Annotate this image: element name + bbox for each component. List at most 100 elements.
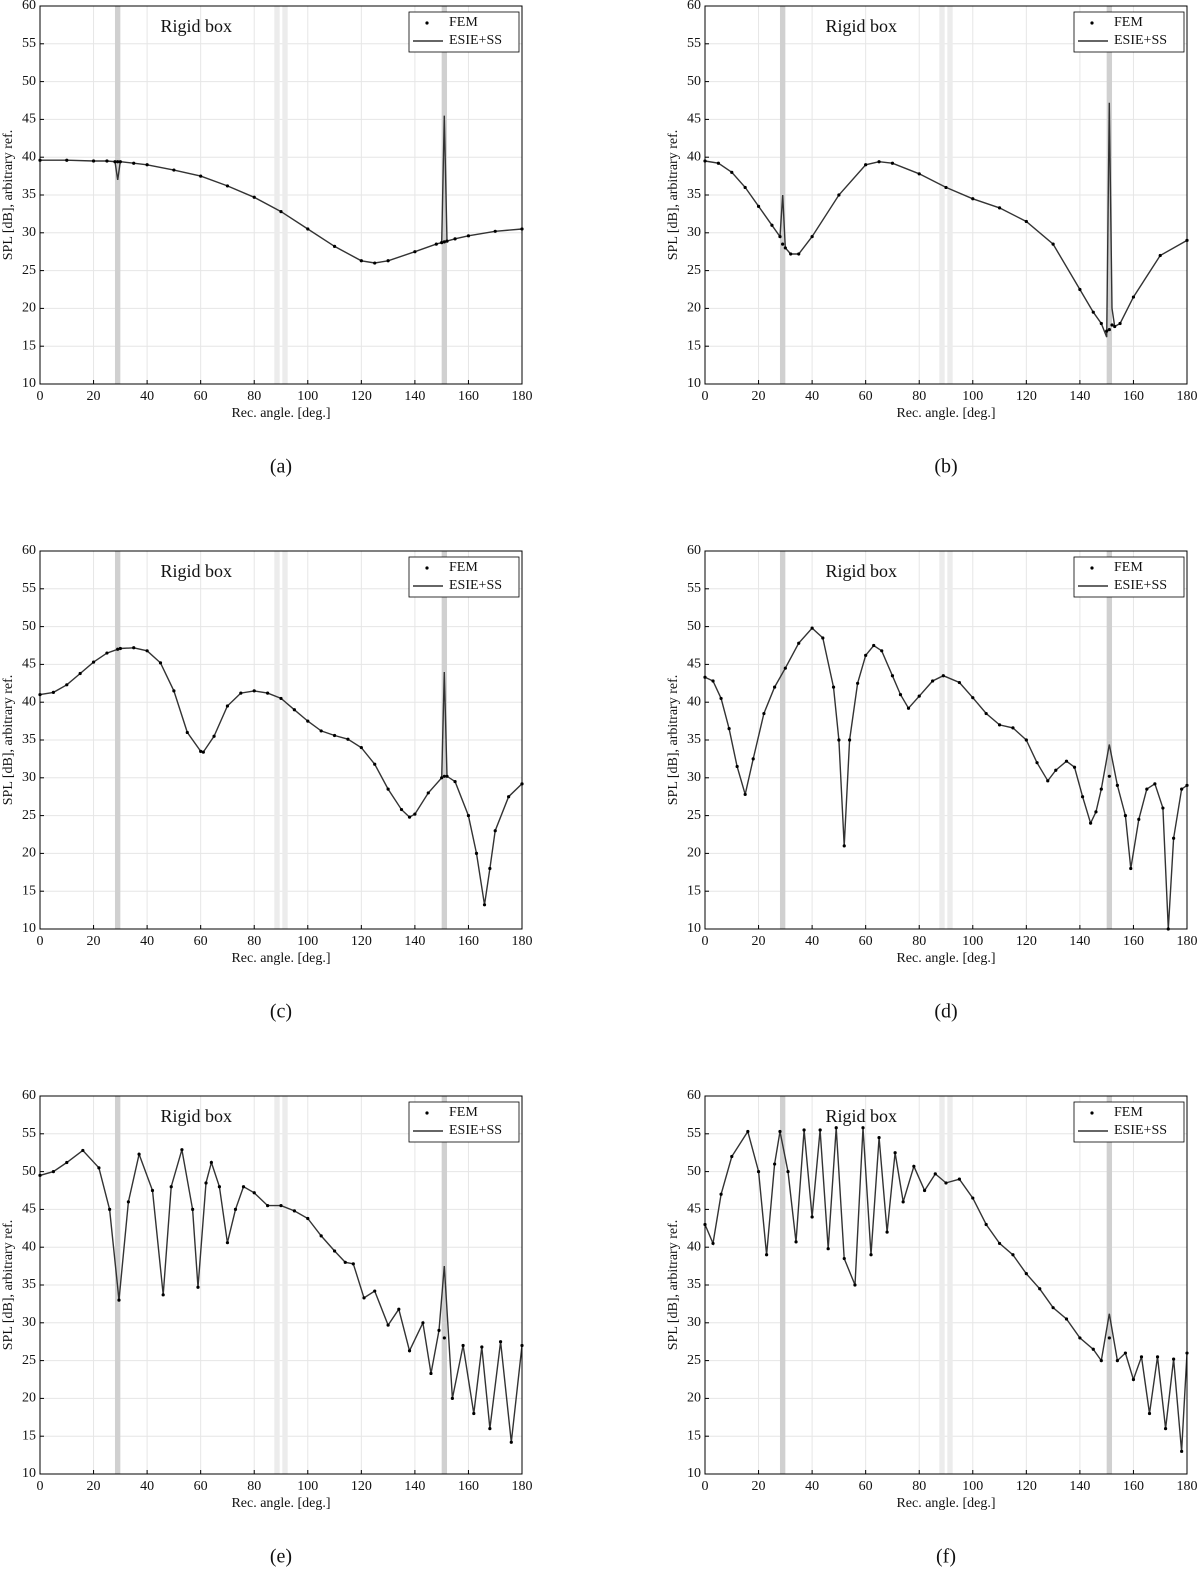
data-point	[1024, 738, 1028, 742]
data-point	[466, 234, 471, 238]
data-point	[872, 643, 876, 648]
annotation: Rigid box	[161, 16, 233, 36]
line-series	[40, 115, 523, 264]
data-point	[1147, 1411, 1152, 1416]
x-tick-label: 20	[752, 934, 766, 949]
data-point	[386, 787, 390, 791]
data-point	[756, 204, 761, 208]
data-point	[319, 729, 323, 733]
data-point	[810, 1215, 814, 1219]
data-point	[185, 730, 189, 735]
data-point	[1158, 253, 1162, 258]
data-point	[831, 685, 836, 689]
data-point	[509, 1440, 513, 1444]
x-tick-label: 160	[458, 934, 479, 949]
data-point	[751, 757, 755, 761]
annotation: Rigid box	[161, 561, 233, 581]
data-point	[997, 206, 1002, 210]
x-tick-label: 40	[805, 389, 819, 404]
x-tick-label: 180	[512, 1479, 533, 1494]
data-point	[797, 252, 801, 256]
y-tick-label: 30	[22, 225, 36, 240]
data-point	[488, 866, 492, 871]
data-point	[885, 1230, 889, 1234]
y-tick-label: 40	[22, 1239, 36, 1254]
y-tick-label: 15	[687, 883, 701, 898]
y-tick-label: 10	[22, 376, 36, 391]
data-point	[199, 174, 203, 178]
data-point	[91, 660, 96, 664]
x-tick-label: 60	[859, 934, 873, 949]
legend-label: FEM	[1114, 560, 1143, 575]
y-tick-label: 20	[22, 301, 36, 316]
y-tick-label: 20	[22, 846, 36, 861]
y-tick-label: 25	[687, 263, 701, 278]
data-point	[373, 1289, 377, 1293]
shaded-band	[1106, 6, 1113, 384]
data-point	[1110, 323, 1114, 327]
data-point	[180, 1148, 184, 1152]
y-tick-label: 35	[687, 732, 701, 747]
data-point	[362, 1296, 366, 1300]
data-point	[716, 161, 720, 165]
data-point	[1123, 814, 1128, 818]
y-axis-label: SPL [dB], arbitrary ref.	[1, 130, 16, 261]
data-point	[359, 259, 363, 263]
y-tick-label: 60	[22, 1088, 36, 1103]
data-point	[225, 1241, 230, 1245]
data-point	[941, 674, 945, 678]
annotation: Rigid box	[826, 561, 898, 581]
data-point	[1105, 329, 1109, 333]
data-point	[225, 704, 230, 708]
annotation: Rigid box	[826, 1106, 898, 1126]
data-point	[957, 1177, 961, 1181]
data-point	[292, 1209, 296, 1213]
data-point	[172, 689, 176, 693]
data-point	[105, 159, 109, 163]
data-point	[204, 1181, 208, 1185]
data-point	[786, 1170, 790, 1174]
legend-label: ESIE+SS	[449, 578, 502, 593]
data-point	[482, 903, 487, 907]
x-tick-label: 40	[140, 934, 154, 949]
data-point	[1024, 1272, 1028, 1276]
y-tick-label: 30	[687, 225, 701, 240]
data-point	[877, 160, 881, 164]
data-point	[912, 1164, 916, 1168]
data-point	[1180, 1449, 1184, 1453]
y-tick-label: 20	[687, 1391, 701, 1406]
x-axis-label: Rec. angle. [deg.]	[896, 1496, 995, 1511]
data-point	[764, 1253, 769, 1257]
legend-marker	[425, 1111, 429, 1115]
data-point	[856, 681, 860, 685]
caption: (a)	[270, 456, 292, 478]
data-point	[783, 666, 787, 670]
data-point	[821, 636, 825, 640]
data-point	[201, 750, 205, 754]
data-point	[453, 779, 457, 784]
data-point	[442, 1336, 446, 1340]
y-tick-label: 60	[687, 543, 701, 558]
data-point	[359, 745, 363, 750]
data-point	[426, 791, 430, 795]
data-point	[1115, 783, 1119, 787]
y-tick-label: 35	[687, 187, 701, 202]
data-point	[901, 1200, 905, 1204]
x-tick-label: 80	[247, 934, 261, 949]
data-point	[150, 1188, 155, 1193]
x-tick-label: 0	[37, 934, 44, 949]
data-point	[1094, 810, 1098, 814]
data-point	[306, 1216, 310, 1221]
line-series	[704, 627, 1188, 930]
data-point	[332, 244, 337, 249]
y-tick-label: 15	[22, 338, 36, 353]
data-point	[743, 792, 747, 797]
legend-label: FEM	[1114, 15, 1143, 30]
data-point	[65, 1160, 69, 1165]
data-point	[1011, 726, 1015, 730]
data-point	[1131, 1377, 1136, 1382]
y-axis-label: SPL [dB], arbitrary ref.	[1, 675, 16, 806]
data-point	[407, 1349, 412, 1353]
data-point	[453, 237, 457, 241]
